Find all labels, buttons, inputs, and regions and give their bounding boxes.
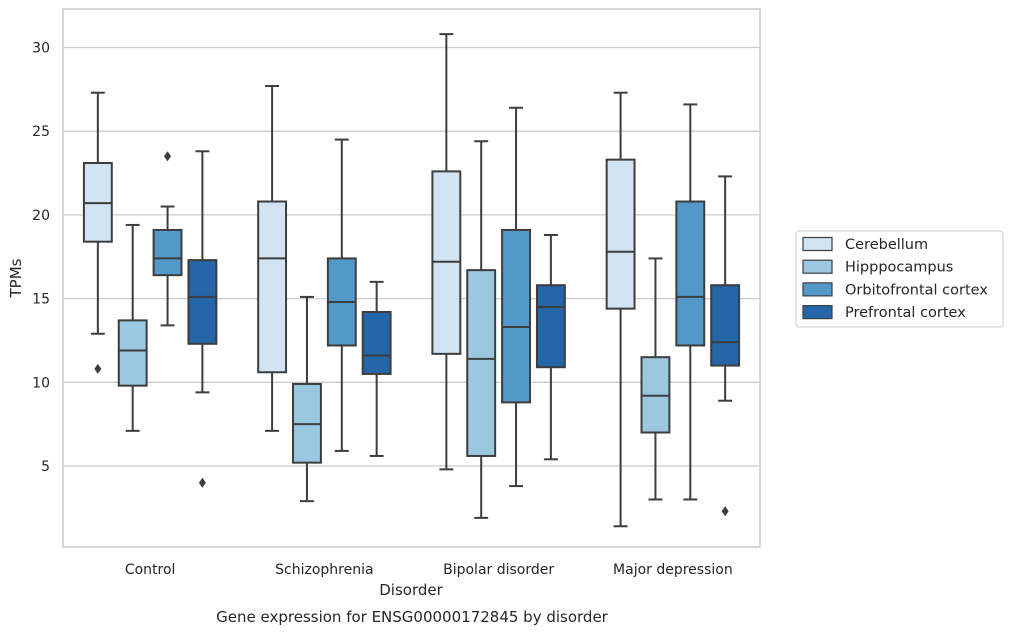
- legend-frame: [795, 230, 1004, 328]
- x-axis-label: Disorder: [379, 581, 443, 599]
- legend-swatch: [802, 236, 833, 252]
- y-tick-label: 5: [41, 459, 50, 475]
- box-plot: [535, 233, 566, 461]
- box-plot: [466, 140, 497, 519]
- legend-label: Cerebellum: [845, 237, 928, 253]
- legend-swatch: [802, 282, 833, 297]
- legend-swatch: [802, 259, 833, 274]
- outlier-point: [94, 363, 102, 374]
- legend: Cerebellum Hipppocampus Orbitofrontal cort…: [795, 230, 1004, 328]
- category-group: [257, 85, 392, 503]
- legend-label: Prefrontal cortex: [845, 305, 966, 321]
- box-iqr: [361, 310, 392, 375]
- x-tick-labels: Control Schizophrenia Bipolar disorder Majo…: [125, 562, 733, 578]
- box-plot: [675, 103, 706, 501]
- outlier-point: [721, 506, 729, 517]
- box-plot: [361, 280, 392, 457]
- y-axis-label: TPMs: [7, 258, 25, 298]
- box-iqr: [535, 284, 566, 369]
- x-tick-label: Schizophrenia: [275, 562, 373, 578]
- outlier-point: [164, 151, 172, 162]
- x-tick-label: Major depression: [613, 562, 733, 578]
- grid-lines: [63, 46, 760, 467]
- outlier-point: [198, 477, 206, 488]
- box-plot: [326, 138, 357, 452]
- y-tick-label: 25: [32, 124, 50, 140]
- box-iqr: [501, 228, 531, 404]
- legend-label: Orbitofrontal cortex: [845, 282, 988, 298]
- box-plot: [257, 85, 288, 432]
- plot-area-frame: [62, 8, 761, 548]
- box-groups: [82, 33, 741, 528]
- legend-swatch: [802, 305, 833, 320]
- box-iqr: [710, 284, 741, 367]
- box-plot: [501, 106, 531, 488]
- category-group: [431, 33, 566, 519]
- box-iqr: [117, 319, 148, 387]
- x-tick-label: Bipolar disorder: [443, 562, 554, 578]
- x-tick-label: Control: [125, 562, 176, 578]
- box-plot: [117, 223, 148, 432]
- box-iqr: [466, 269, 497, 457]
- box-plot: [605, 91, 636, 528]
- y-tick-labels: 5 10 15 20 25 30: [32, 41, 50, 476]
- box-iqr: [152, 228, 183, 277]
- box-plot: [187, 150, 218, 488]
- y-tick-label: 15: [32, 292, 50, 308]
- category-group: [82, 91, 218, 488]
- y-tick-label: 20: [32, 208, 50, 224]
- box-plot: [292, 295, 322, 503]
- box-plot: [640, 257, 671, 501]
- box-iqr: [675, 200, 706, 347]
- box-iqr: [257, 200, 288, 374]
- legend-label: Hipppocampus: [845, 260, 953, 276]
- category-group: [605, 91, 741, 528]
- chart-caption: Gene expression for ENSG00000172845 by d…: [216, 608, 609, 626]
- box-plot: [82, 91, 113, 374]
- box-plot: [710, 175, 741, 517]
- y-tick-label: 30: [32, 41, 50, 57]
- box-iqr: [187, 259, 218, 345]
- box-plot: [431, 33, 462, 471]
- legend-items: Cerebellum Hipppocampus Orbitofrontal cort…: [802, 236, 988, 321]
- box-plot: [152, 151, 183, 327]
- y-tick-label: 10: [32, 375, 50, 391]
- box-iqr: [605, 158, 636, 310]
